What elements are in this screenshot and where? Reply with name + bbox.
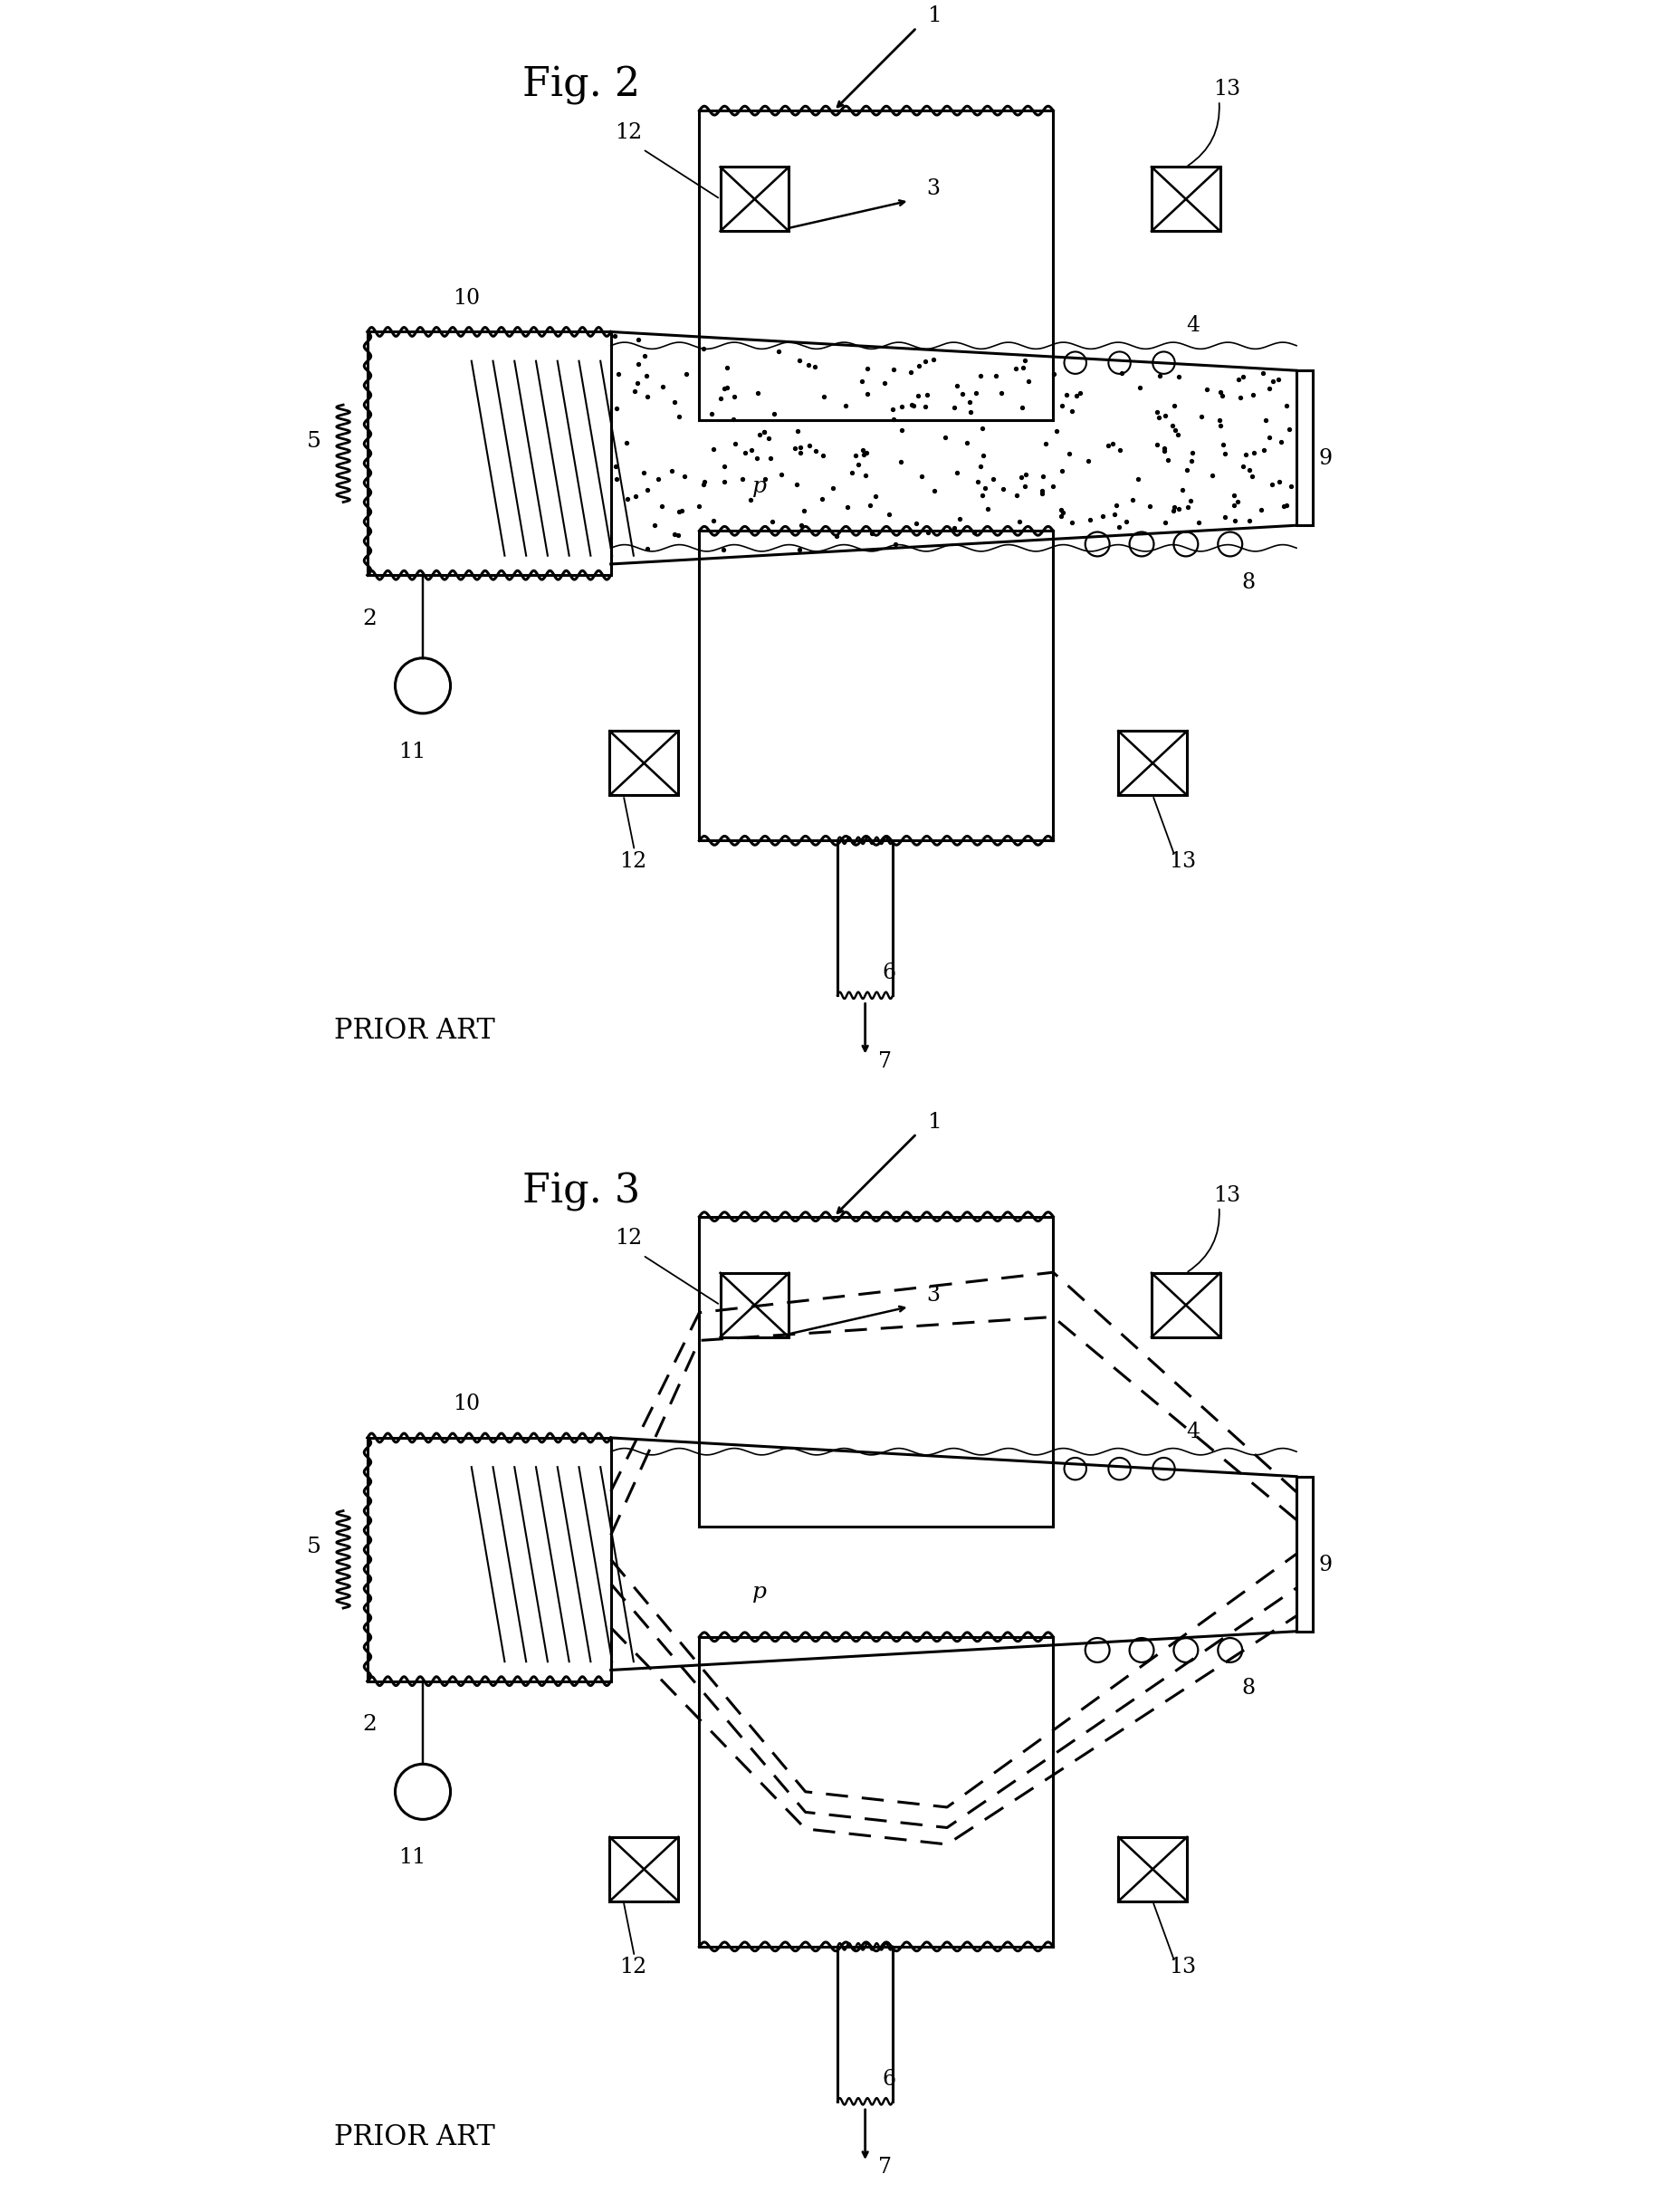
Bar bbox=[1296, 372, 1313, 526]
Text: Fig. 3: Fig. 3 bbox=[522, 1172, 641, 1212]
Bar bbox=[1151, 168, 1220, 232]
Bar bbox=[1118, 1836, 1186, 1902]
Bar bbox=[699, 1637, 1053, 1947]
Bar bbox=[699, 1217, 1053, 1526]
Text: 13: 13 bbox=[1170, 852, 1196, 872]
Text: 13: 13 bbox=[1170, 1958, 1196, 1978]
Bar bbox=[368, 332, 611, 575]
Text: 2: 2 bbox=[363, 608, 376, 628]
Text: 11: 11 bbox=[398, 741, 426, 763]
Text: 7: 7 bbox=[879, 2157, 892, 2179]
Text: 5: 5 bbox=[306, 1537, 321, 1557]
Text: 13: 13 bbox=[1213, 80, 1241, 100]
Bar bbox=[699, 111, 1053, 420]
Text: 3: 3 bbox=[925, 179, 940, 199]
Bar bbox=[1296, 1478, 1313, 1632]
Bar bbox=[1151, 1274, 1220, 1336]
Text: 12: 12 bbox=[619, 1958, 647, 1978]
Bar bbox=[609, 730, 679, 794]
Text: 8: 8 bbox=[1241, 1679, 1255, 1699]
Text: PRIOR ART: PRIOR ART bbox=[334, 2124, 496, 2150]
Text: 5: 5 bbox=[306, 431, 321, 451]
Text: p: p bbox=[752, 476, 767, 498]
Text: 6: 6 bbox=[882, 962, 895, 984]
Text: 6: 6 bbox=[882, 2068, 895, 2090]
Text: 13: 13 bbox=[1213, 1186, 1241, 1206]
Bar bbox=[1118, 730, 1186, 794]
Text: 12: 12 bbox=[616, 122, 642, 144]
Text: 8: 8 bbox=[1241, 573, 1255, 593]
Text: 10: 10 bbox=[453, 288, 479, 310]
Bar bbox=[609, 1836, 679, 1902]
Text: 4: 4 bbox=[1186, 316, 1200, 336]
Text: p: p bbox=[752, 1582, 767, 1604]
Bar bbox=[721, 168, 789, 232]
Text: 1: 1 bbox=[929, 1113, 942, 1133]
Text: 2: 2 bbox=[363, 1714, 376, 1734]
Bar bbox=[721, 1274, 789, 1336]
Text: 3: 3 bbox=[925, 1285, 940, 1305]
Text: 11: 11 bbox=[398, 1847, 426, 1869]
Text: 9: 9 bbox=[1318, 1555, 1333, 1575]
Text: 12: 12 bbox=[619, 852, 647, 872]
Text: 10: 10 bbox=[453, 1394, 479, 1416]
Bar bbox=[699, 531, 1053, 841]
Bar bbox=[368, 1438, 611, 1681]
Text: 7: 7 bbox=[879, 1051, 892, 1073]
Text: Fig. 2: Fig. 2 bbox=[522, 66, 641, 106]
Text: 12: 12 bbox=[616, 1228, 642, 1250]
Text: 1: 1 bbox=[929, 7, 942, 27]
Text: 9: 9 bbox=[1318, 449, 1333, 469]
Text: 4: 4 bbox=[1186, 1422, 1200, 1442]
Text: PRIOR ART: PRIOR ART bbox=[334, 1018, 496, 1046]
